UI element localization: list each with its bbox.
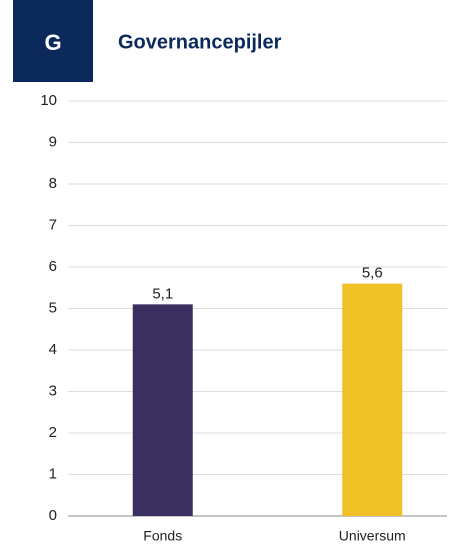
x-tick-label: Universum [339, 528, 406, 544]
y-tick-label: 3 [49, 382, 57, 399]
bar [132, 304, 193, 516]
y-tick-label: 6 [49, 258, 57, 275]
y-tick-label: 0 [49, 507, 57, 524]
value-label: 5,1 [152, 285, 173, 302]
bar [342, 283, 403, 516]
chart-title: Governancepijler [118, 31, 282, 53]
y-tick-label: 5 [49, 299, 57, 316]
y-tick-label: 2 [49, 424, 57, 441]
badge: G [44, 30, 61, 55]
y-tick-label: 10 [40, 92, 57, 109]
y-tick-label: 1 [49, 465, 57, 482]
badge-box [13, 0, 93, 82]
value-label: 5,6 [362, 265, 383, 282]
x-tick-label: Fonds [143, 528, 182, 544]
y-tick-label: 4 [49, 341, 57, 358]
y-tick-label: 7 [49, 216, 57, 233]
y-tick-label: 8 [49, 175, 57, 192]
y-tick-label: 9 [49, 133, 57, 150]
